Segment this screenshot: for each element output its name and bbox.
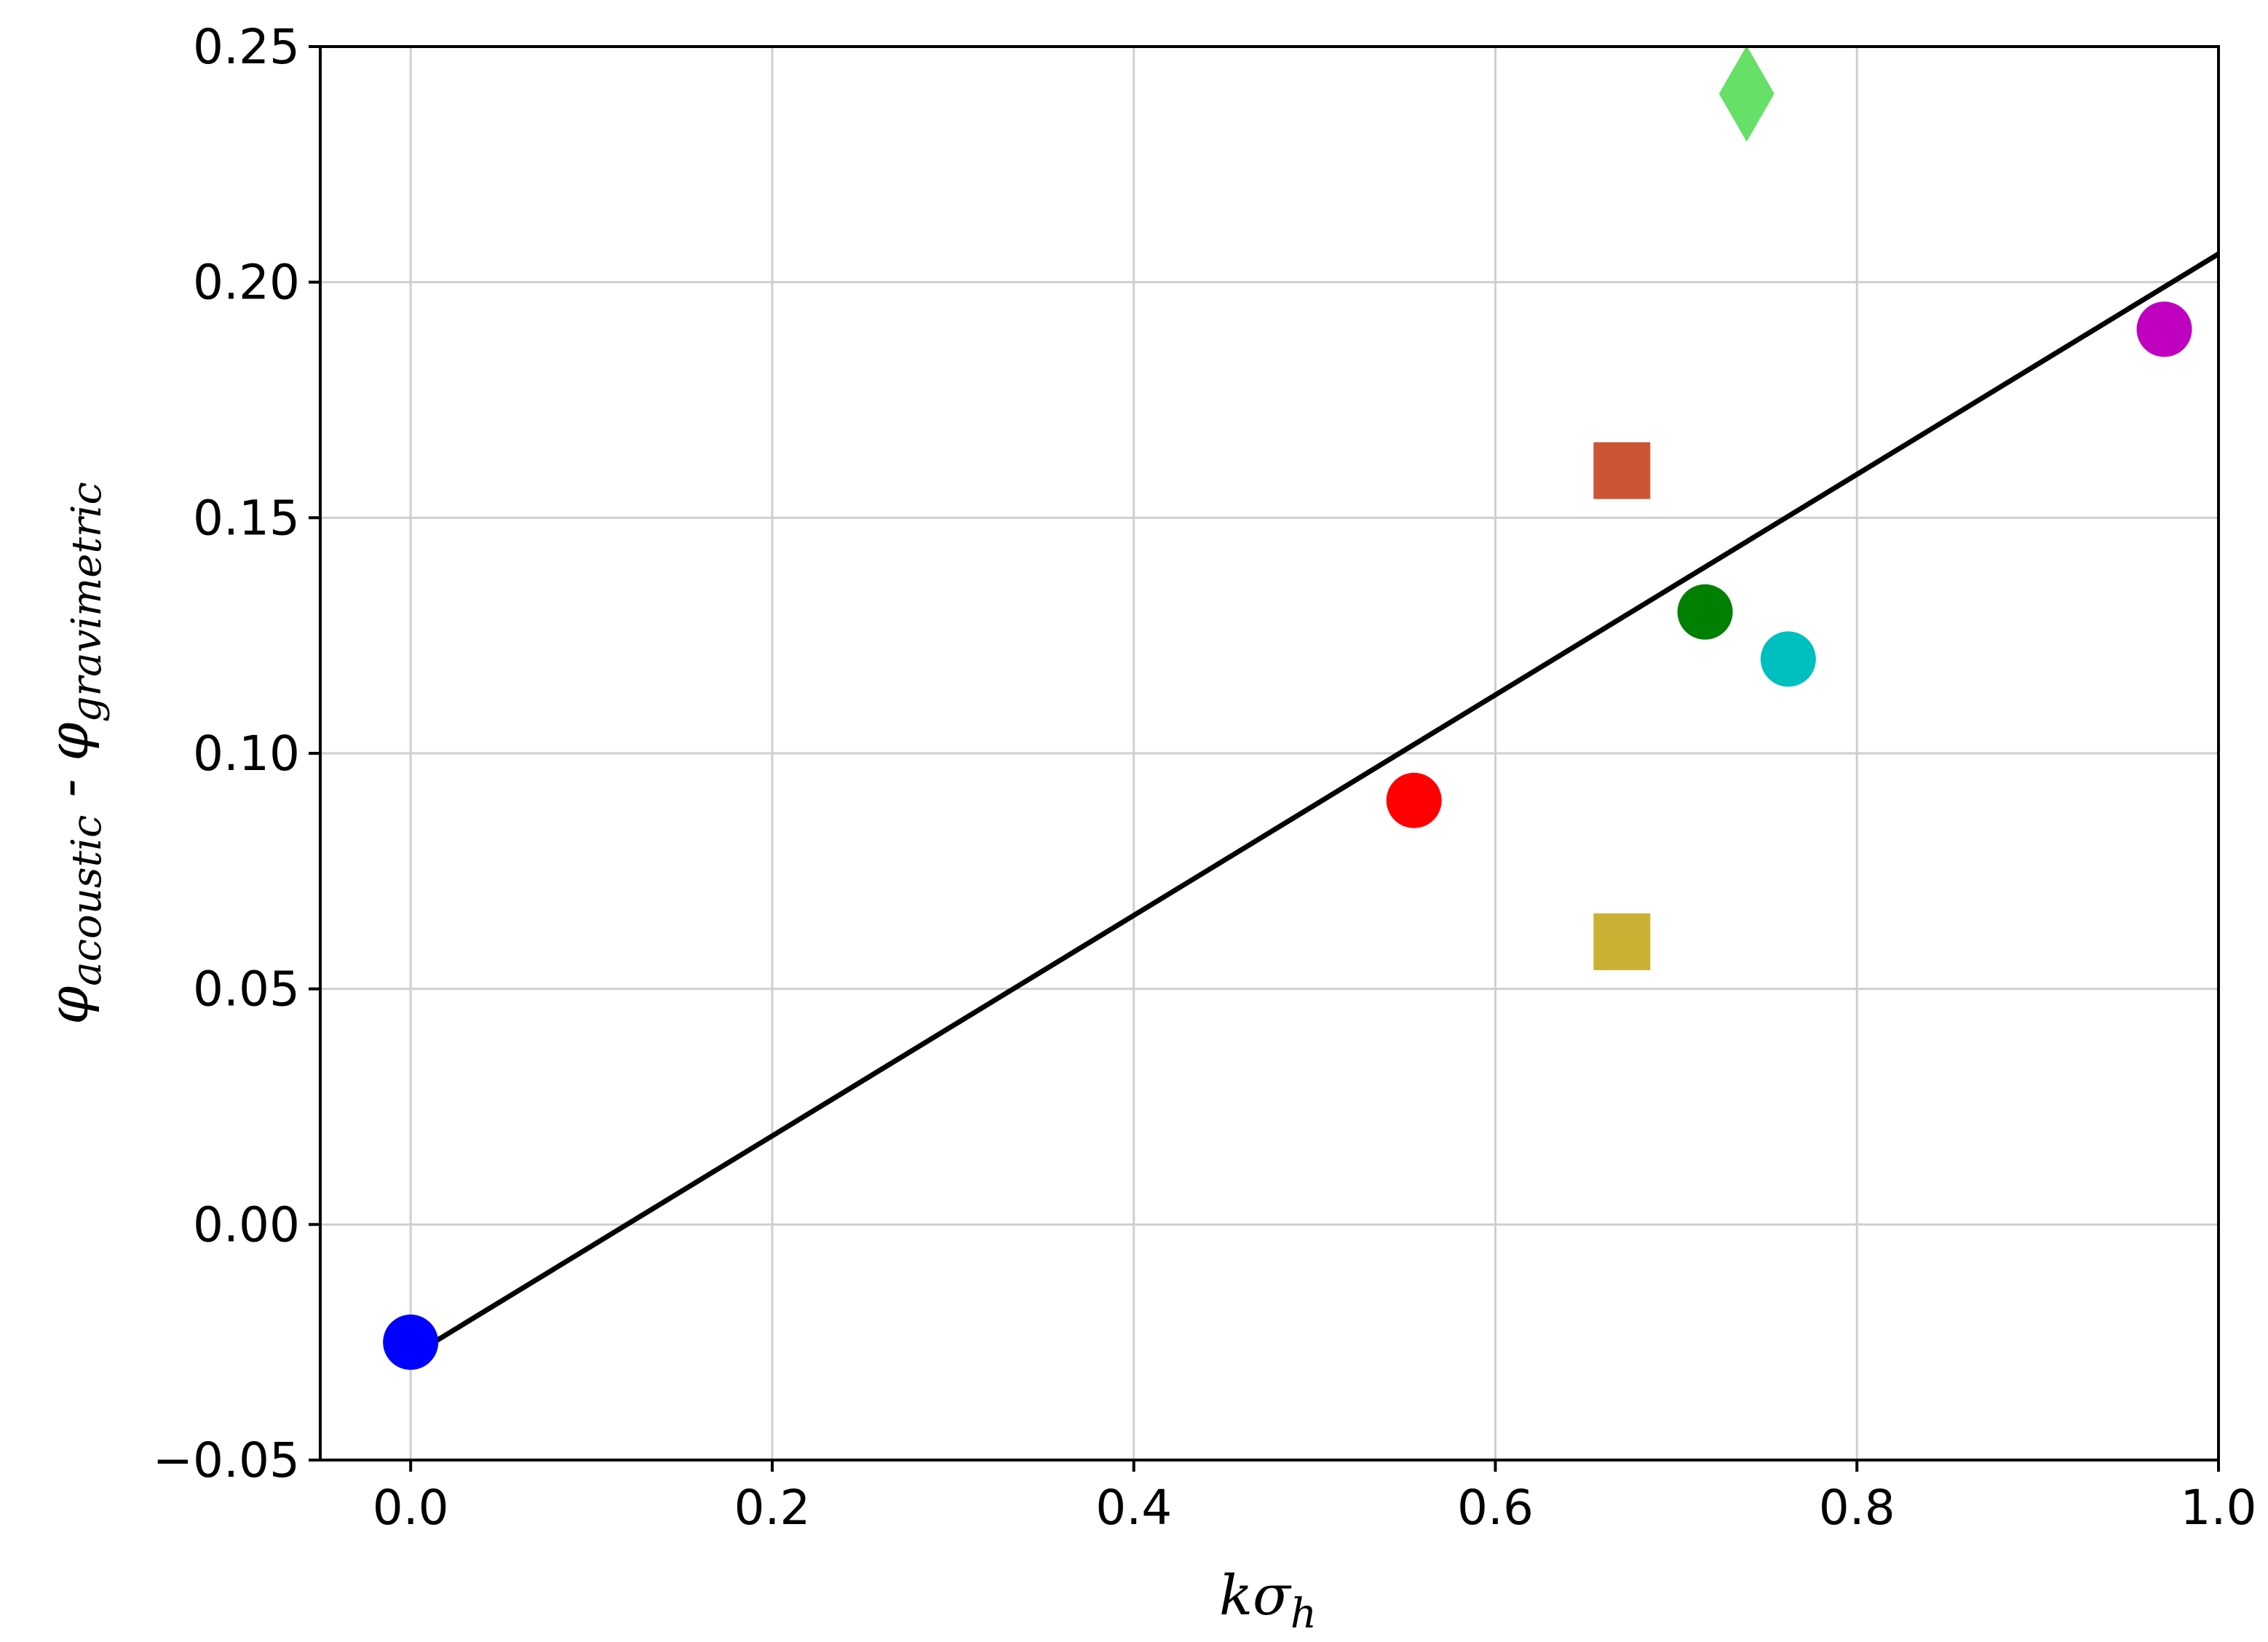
y-axis-label-main-1: φ: [36, 986, 100, 1025]
y-axis-label: φacoustic - φgravimetric: [36, 482, 111, 1025]
y-tick-label-1: 0.00: [193, 1197, 300, 1253]
data-point-circle-0: [383, 1314, 439, 1371]
y-tick-label-0: −0.05: [153, 1432, 300, 1488]
fit-line: [409, 251, 2220, 1359]
y-tick-label-2: 0.05: [193, 961, 300, 1018]
y-tick-label-6: 0.25: [193, 19, 300, 75]
data-point-circle-4: [1677, 584, 1733, 640]
data-point-circle-1: [1386, 772, 1442, 828]
y-tick-label-3: 0.10: [193, 726, 300, 782]
x-tick-label-0: 0.0: [373, 1480, 449, 1536]
data-point-diamond-5: [1718, 45, 1775, 142]
data-point-square-3: [1593, 913, 1651, 970]
y-tick-label-4: 0.15: [193, 490, 300, 546]
x-axis-label-sub: h: [1290, 1590, 1317, 1638]
data-series: [383, 45, 2220, 1371]
y-axis-label-separator: -: [36, 761, 100, 815]
x-tick-label-5: 1.0: [2181, 1480, 2257, 1536]
y-axis-label-main-2: φ: [36, 722, 100, 761]
data-point-circle-7: [2136, 301, 2192, 357]
y-axis-label-sub-2: gravimetric: [63, 482, 111, 722]
grid-lines: [320, 45, 2220, 1461]
y-axis-ticks: −0.05 0.00 0.05 0.10 0.15 0.20 0.25: [153, 19, 320, 1488]
x-tick-label-1: 0.2: [734, 1480, 810, 1536]
data-point-circle-6: [1760, 631, 1816, 687]
y-tick-label-5: 0.20: [193, 255, 300, 311]
x-axis-label: kσh: [1219, 1563, 1317, 1638]
x-axis-ticks: 0.0 0.2 0.4 0.6 0.8 1.0: [373, 1460, 2257, 1536]
x-tick-label-4: 0.8: [1819, 1480, 1895, 1536]
x-tick-label-2: 0.4: [1095, 1480, 1172, 1536]
x-axis-label-main: kσ: [1219, 1563, 1292, 1627]
data-point-square-2: [1593, 442, 1651, 499]
x-tick-label-3: 0.6: [1457, 1480, 1534, 1536]
y-axis-label-sub-1: acoustic: [63, 815, 111, 986]
